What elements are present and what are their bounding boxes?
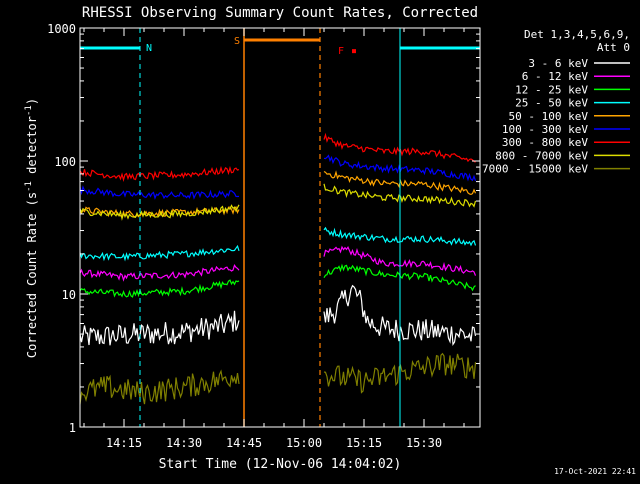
y-tick-label-2: 10 — [62, 288, 76, 302]
legend-label-1: 3 - 6 keV — [528, 57, 588, 70]
legend-label-3: 12 - 25 keV — [515, 83, 588, 96]
legend-label-4: 25 - 50 keV — [515, 97, 588, 110]
series-8-segment-1 — [79, 204, 240, 221]
plot-area: NSF — [79, 28, 481, 427]
y-axis-label-sup2: -1 — [24, 105, 34, 116]
y-axis-label-end: ) — [25, 98, 39, 105]
x-tick-label-5: 15:15 — [346, 436, 382, 450]
series-1-segment-1 — [79, 310, 240, 346]
x-tick-label-1: 14:15 — [106, 436, 142, 450]
x-tick-label-2: 14:30 — [166, 436, 202, 450]
y-tick-label-3: 100 — [54, 155, 76, 169]
series-7-segment-1 — [79, 165, 240, 183]
y-tick-label-1: 1 — [69, 421, 76, 435]
plot-frame — [79, 27, 481, 428]
series-9-segment-1 — [79, 369, 240, 405]
axes: 1 10 100 1000 14:15 14:30 14:45 15:00 15:15 15:30 — [47, 22, 481, 450]
legend-label-2: 6 - 12 keV — [522, 70, 589, 83]
legend-header-line1: Det 1,3,4,5,6,9, — [524, 28, 630, 41]
legend-header-line2: Att 0 — [597, 41, 630, 54]
series-4-segment-1 — [79, 244, 240, 262]
saa-label: S — [234, 36, 240, 47]
series-6-segment-1 — [79, 185, 240, 200]
legend-label-5: 50 - 100 keV — [509, 110, 589, 123]
y-axis-label-mid: detector — [25, 116, 39, 181]
flare-label: F — [338, 46, 344, 57]
y-axis-label-main: Corrected Count Rate (s — [25, 192, 39, 358]
chart-title: RHESSI Observing Summary Count Rates, Co… — [82, 5, 478, 21]
series-2-segment-1 — [79, 263, 240, 282]
x-tick-label-6: 15:30 — [406, 436, 442, 450]
y-tick-label-4: 1000 — [47, 22, 76, 36]
footer-date: 17-Oct-2021 22:41 — [554, 467, 636, 476]
x-tick-label-3: 14:45 — [226, 436, 262, 450]
legend-label-9: 7000 - 15000 keV — [482, 163, 588, 176]
legend-label-6: 100 - 300 keV — [502, 123, 588, 136]
legend-label-8: 800 - 7000 keV — [495, 149, 588, 162]
flare-marker — [352, 49, 356, 54]
series-3-segment-1 — [79, 279, 240, 298]
y-axis-label-sup1: -1 — [24, 181, 34, 192]
legend-label-7: 300 - 800 keV — [502, 136, 588, 149]
x-axis-label: Start Time (12-Nov-06 14:04:02) — [159, 457, 402, 472]
y-axis-label: Corrected Count Rate (s-1 detector-1) — [24, 98, 39, 358]
x-tick-label-4: 15:00 — [286, 436, 322, 450]
night-label: N — [146, 43, 152, 54]
